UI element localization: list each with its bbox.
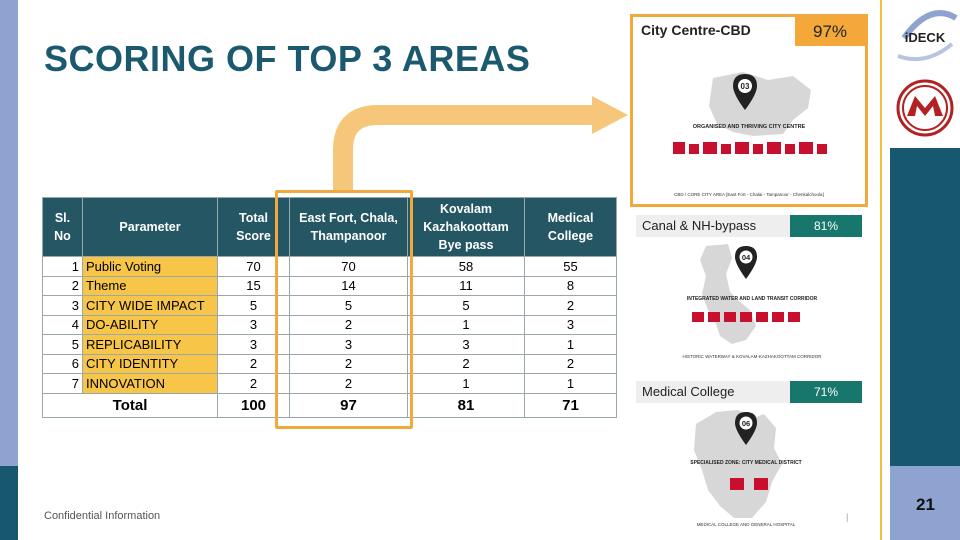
card-area-name: Canal & NH-bypass bbox=[642, 218, 757, 233]
map-caption: ORGANISED AND THRIVING CITY CENTRE bbox=[693, 124, 806, 130]
pin-number: 03 bbox=[741, 82, 750, 91]
cbd-map-illustration: 03 ORGANISED AND THRIVING CITY CENTRE CB… bbox=[673, 72, 827, 197]
row-medical-score: 1 bbox=[524, 334, 617, 355]
map-footer: MEDICAL COLLEGE AND GENERAL HOSPITAL bbox=[697, 522, 796, 527]
card-area-name: Medical College bbox=[642, 384, 735, 399]
map-caption: INTEGRATED WATER AND LAND TRANSIT CORRID… bbox=[687, 296, 818, 302]
right-accent-band bbox=[890, 148, 960, 466]
row-kovalam-score: 5 bbox=[407, 295, 525, 316]
pin-number: 06 bbox=[742, 419, 750, 428]
row-number: 2 bbox=[42, 275, 83, 296]
total-east-fort-value: 97 bbox=[289, 392, 408, 418]
row-medical-score: 8 bbox=[524, 275, 617, 296]
card-area-name: City Centre-CBD bbox=[641, 22, 751, 38]
map-footer: CBD / CORE CITY AREA [East Fort - Chalai… bbox=[674, 192, 824, 197]
sector-icons-row bbox=[692, 312, 800, 322]
row-number: 7 bbox=[42, 373, 83, 394]
left-accent-bar bbox=[0, 0, 18, 466]
header-parameter: Parameter bbox=[82, 197, 218, 257]
row-kovalam-score: 11 bbox=[407, 275, 525, 296]
map-footer: HISTORIC WATERWAY & KOVALAM-KAZHAKOOTTAM… bbox=[682, 354, 822, 359]
ideck-logo: iDECK bbox=[897, 10, 958, 61]
page-title: SCORING OF TOP 3 AREAS bbox=[44, 38, 531, 79]
header-medical-college: Medical College bbox=[524, 197, 617, 257]
row-medical-score: 2 bbox=[524, 295, 617, 316]
row-parameter: Public Voting bbox=[82, 256, 218, 277]
medical-map-illustration: 06 SPECIALISED ZONE: CITY MEDICAL DISTRI… bbox=[690, 410, 802, 527]
header-east-fort: East Fort, Chala, Thampanoor bbox=[289, 197, 408, 257]
row-medical-score: 55 bbox=[524, 256, 617, 277]
row-parameter: CITY WIDE IMPACT bbox=[82, 295, 218, 316]
area-card-city-centre: City Centre-CBD 97% 03 ORGANISED AND THR… bbox=[630, 14, 868, 207]
header-sl-no: Sl. No bbox=[42, 197, 83, 257]
row-number: 6 bbox=[42, 353, 83, 374]
total-row: Total 100 97 81 71 bbox=[42, 392, 617, 418]
header-kovalam: Kovalam Kazhakoottam Bye pass bbox=[407, 197, 525, 257]
row-kovalam-score: 58 bbox=[407, 256, 525, 277]
sector-icons-row bbox=[730, 478, 768, 490]
emblem-logo bbox=[896, 79, 954, 137]
pin-number: 04 bbox=[742, 253, 751, 262]
row-kovalam-score: 3 bbox=[407, 334, 525, 355]
table-row: 2 Theme 15 14 11 8 bbox=[42, 275, 617, 296]
card-header: City Centre-CBD 97% bbox=[633, 17, 865, 46]
total-kovalam-value: 81 bbox=[407, 392, 525, 418]
svg-text:iDECK: iDECK bbox=[905, 30, 946, 45]
row-parameter: DO-ABILITY bbox=[82, 314, 218, 335]
row-kovalam-score: 1 bbox=[407, 314, 525, 335]
row-medical-score: 1 bbox=[524, 373, 617, 394]
row-parameter: INNOVATION bbox=[82, 373, 218, 394]
canal-map-illustration: 04 INTEGRATED WATER AND LAND TRANSIT COR… bbox=[682, 244, 822, 359]
row-parameter: CITY IDENTITY bbox=[82, 353, 218, 374]
table-row: 3 CITY WIDE IMPACT 5 5 5 2 bbox=[42, 295, 617, 316]
row-number: 5 bbox=[42, 334, 83, 355]
total-medical-value: 71 bbox=[524, 392, 617, 418]
scoring-table: Sl. No Parameter Total Score East Fort, C… bbox=[42, 197, 617, 418]
page-number: 21 bbox=[916, 495, 935, 514]
area-card-canal-bypass: Canal & NH-bypass 81% bbox=[636, 215, 862, 237]
table-header-row: Sl. No Parameter Total Score East Fort, C… bbox=[42, 197, 617, 257]
page-number-box bbox=[890, 466, 960, 540]
row-number: 4 bbox=[42, 314, 83, 335]
row-number: 1 bbox=[42, 256, 83, 277]
footer-mark: | bbox=[846, 512, 849, 522]
row-kovalam-score: 2 bbox=[407, 353, 525, 374]
map-caption: SPECIALISED ZONE: CITY MEDICAL DISTRICT bbox=[690, 460, 802, 466]
row-parameter: Theme bbox=[82, 275, 218, 296]
sector-icons-row bbox=[673, 142, 827, 154]
area-card-medical-college: Medical College 71% bbox=[636, 381, 862, 403]
card-score-badge: 81% bbox=[790, 215, 862, 237]
card-score-badge: 97% bbox=[795, 17, 865, 46]
highlight-east-fort-column bbox=[275, 190, 413, 429]
row-medical-score: 2 bbox=[524, 353, 617, 374]
total-label: Total bbox=[42, 392, 218, 418]
row-parameter: REPLICABILITY bbox=[82, 334, 218, 355]
row-kovalam-score: 1 bbox=[407, 373, 525, 394]
table-row: 4 DO-ABILITY 3 2 1 3 bbox=[42, 314, 617, 335]
row-medical-score: 3 bbox=[524, 314, 617, 335]
right-divider-line bbox=[880, 0, 882, 540]
left-accent-bar-bottom bbox=[0, 466, 18, 540]
footer-confidential: Confidential Information bbox=[44, 510, 161, 522]
row-number: 3 bbox=[42, 295, 83, 316]
card-score-badge: 71% bbox=[790, 381, 862, 403]
